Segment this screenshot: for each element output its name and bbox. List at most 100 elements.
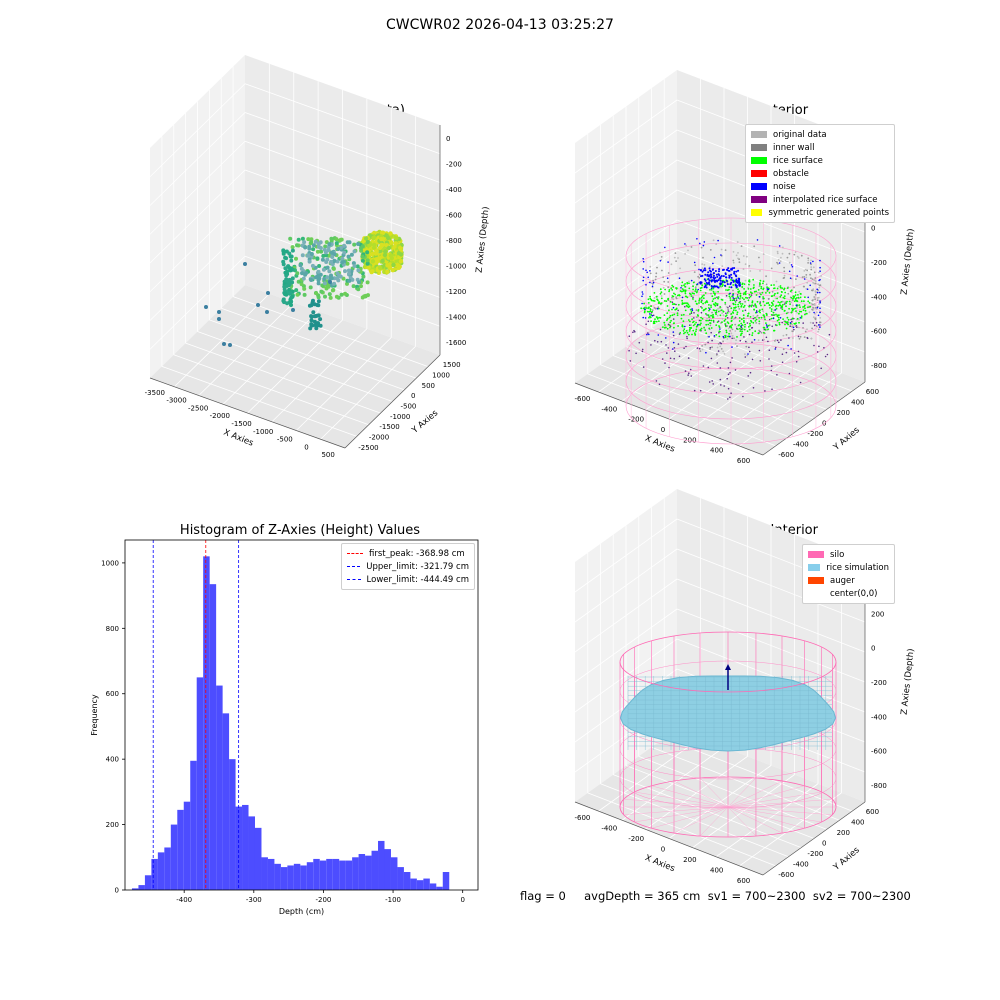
rice-point (741, 303, 744, 305)
rice-point (643, 310, 646, 313)
simulation-gridline (574, 548, 678, 623)
raw-point (331, 288, 336, 292)
wall-point (710, 292, 712, 295)
raw-z-tick-label: -800 (446, 237, 462, 245)
wall-point (770, 267, 773, 270)
classify-x-tick-label: -400 (601, 405, 617, 413)
raw-point (365, 261, 370, 266)
noise-point (642, 293, 644, 295)
noise-point (706, 282, 709, 285)
rice-point (663, 300, 666, 302)
simulation-gridline (676, 608, 866, 683)
rice-point (759, 279, 762, 282)
rice-point (730, 317, 733, 319)
rice-point (648, 306, 650, 309)
raw-point (340, 260, 345, 265)
silo-floor-spoke (623, 799, 729, 808)
noise-point (710, 280, 713, 283)
noise-point (727, 267, 730, 270)
noise-point (649, 270, 651, 272)
wall-point (727, 327, 730, 330)
noise-point (701, 270, 704, 273)
interpolated-point (781, 353, 784, 356)
rice-point (748, 293, 751, 296)
histogram-bar (378, 840, 385, 890)
interpolated-point (751, 341, 753, 344)
interpolated-point (700, 306, 702, 308)
wall-point (701, 263, 704, 265)
simulation-y-axis-label: Y Axies (831, 845, 862, 873)
rice-point (763, 297, 765, 300)
interpolated-point (770, 365, 773, 367)
raw-point (323, 244, 328, 249)
raw-gridline (149, 83, 246, 178)
noise-point (818, 279, 820, 282)
rice-point (751, 292, 753, 295)
interpolated-point (669, 357, 672, 360)
rice-point (717, 296, 720, 298)
rice-point (651, 310, 653, 313)
noise-point (715, 273, 718, 276)
legend-item: Upper_limit: -321.79 cm (347, 560, 469, 573)
noise-point (657, 334, 660, 336)
noise-point (729, 292, 731, 295)
silo-floor-spoke (651, 785, 729, 808)
rice-point (804, 309, 807, 312)
wall-point (734, 323, 737, 326)
rice-point (713, 303, 716, 306)
raw-point (256, 303, 260, 307)
simulation-x-tick-label: -400 (601, 825, 617, 833)
interpolated-point (710, 357, 713, 360)
interpolated-point (748, 346, 750, 349)
rice-point (673, 303, 676, 305)
rice-point (679, 332, 682, 334)
rice-point (684, 302, 686, 304)
histogram-bar (436, 886, 443, 890)
rice-point (804, 296, 806, 299)
wall-point (813, 279, 816, 282)
rice-point (771, 302, 774, 305)
rice-point (686, 296, 689, 299)
rice-point (748, 305, 751, 308)
wall-point (722, 350, 724, 353)
interpolated-point (767, 340, 769, 343)
interpolated-point (735, 299, 738, 302)
rice-point (758, 310, 760, 313)
rice-point (715, 333, 718, 336)
rice-point (765, 314, 768, 316)
wall-point (783, 274, 786, 277)
interpolated-point (708, 319, 711, 322)
rice-point (708, 304, 710, 306)
wall-point (762, 253, 765, 256)
silo-floor-spoke (727, 777, 757, 808)
rice-point (782, 303, 784, 306)
rice-point (691, 318, 693, 321)
wall-point (756, 291, 759, 294)
wall-point (762, 310, 764, 313)
silo-floor-spoke (727, 806, 822, 823)
rice-point (712, 287, 715, 290)
raw-point (336, 247, 341, 251)
interpolated-point (628, 349, 630, 352)
histogram-bar (442, 872, 450, 890)
rice-point (647, 302, 650, 304)
rice-point (786, 300, 788, 303)
raw-point (318, 323, 323, 328)
rice-point (775, 313, 777, 316)
classify-x-axis-label: X Axies (643, 434, 676, 455)
noise-point (652, 281, 655, 284)
noise-point (651, 314, 654, 317)
rice-point (744, 290, 747, 293)
interpolated-point (749, 304, 751, 307)
interpolated-point (813, 324, 816, 327)
silo-floor-spoke (727, 791, 822, 808)
histogram-bar (216, 685, 223, 890)
wall-point (694, 286, 697, 289)
raw-point (321, 267, 326, 272)
rice-point (702, 297, 705, 300)
interpolated-point (788, 372, 791, 375)
rice-point (663, 326, 666, 329)
wall-point (820, 275, 822, 277)
rice-point (728, 332, 730, 335)
wall-point (742, 255, 745, 257)
